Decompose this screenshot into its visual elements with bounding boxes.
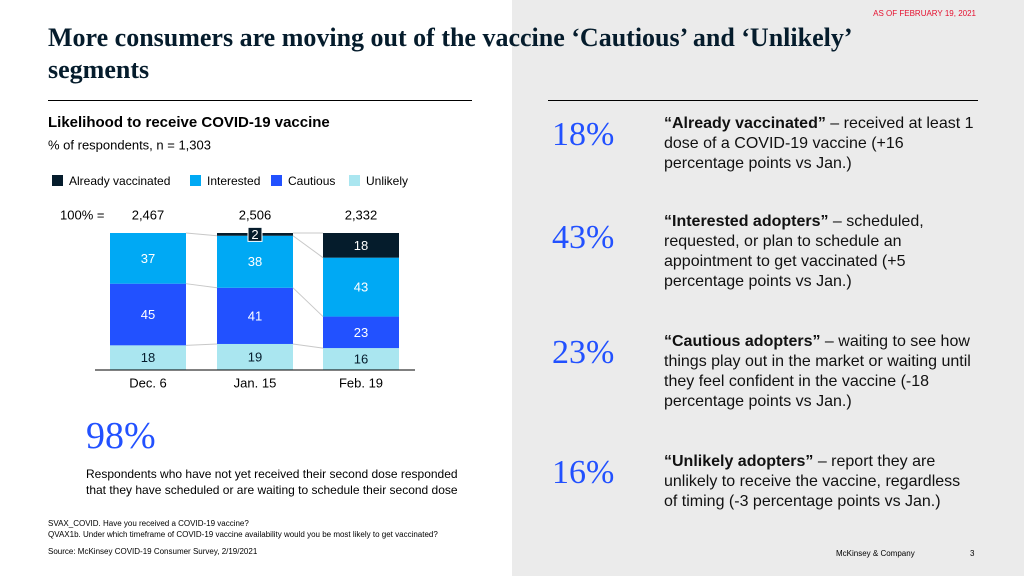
stat-label: “Interested adopters” xyxy=(664,213,829,230)
bar-segment xyxy=(323,316,399,349)
data-label: 38 xyxy=(248,254,262,269)
callout-value: 98% xyxy=(86,415,156,457)
rule xyxy=(548,100,978,101)
stat-value: 16% xyxy=(552,454,615,491)
data-label: 18 xyxy=(354,238,368,253)
stat-value: 43% xyxy=(552,219,615,256)
connector xyxy=(185,343,218,346)
legend-swatch xyxy=(349,175,360,186)
connector xyxy=(185,283,218,289)
total-label: 2,467 xyxy=(132,207,165,222)
stat-value: 23% xyxy=(552,334,615,371)
x-tick-label: Feb. 19 xyxy=(339,375,383,390)
total-prefix: 100% = xyxy=(60,207,104,222)
stat-text: “Cautious adopters” – waiting to see how… xyxy=(664,332,974,412)
data-label: 18 xyxy=(141,350,155,365)
stat-text: “Interested adopters” – scheduled, reque… xyxy=(664,212,974,292)
data-label: 45 xyxy=(141,307,155,322)
chart-subtitle: % of respondents, n = 1,303 xyxy=(48,137,211,152)
as-of: AS OF FEBRUARY 19, 2021 xyxy=(873,9,976,18)
stat-description: – report they are unlikely to receive th… xyxy=(664,453,961,510)
chart: Likelihood to receive COVID-19 vaccine %… xyxy=(48,114,415,390)
bar-segment xyxy=(110,283,186,346)
legend-label: Unlikely xyxy=(366,174,408,188)
legend-label: Cautious xyxy=(288,174,335,188)
legend-swatch xyxy=(52,175,63,186)
stat-text: “Unlikely adopters” – report they are un… xyxy=(664,452,974,512)
data-label: 2 xyxy=(251,227,258,242)
callout-line: Respondents who have not yet received th… xyxy=(86,467,458,481)
data-label: 41 xyxy=(248,308,262,323)
stat-label: “Already vaccinated” xyxy=(664,115,826,132)
footnote: SVAX_COVID. Have you received a COVID-19… xyxy=(48,519,249,528)
total-label: 2,506 xyxy=(239,207,272,222)
data-label: 19 xyxy=(248,349,262,364)
page-number: 3 xyxy=(970,549,975,558)
stat-description: – scheduled, requested, or plan to sched… xyxy=(664,213,924,290)
legend-swatch xyxy=(271,175,282,186)
data-label: 16 xyxy=(354,351,368,366)
data-label: 43 xyxy=(354,280,368,295)
footnote: QVAX1b. Under which timeframe of COVID-1… xyxy=(48,530,438,539)
callout-line: that they have scheduled or are waiting … xyxy=(86,483,458,497)
rule xyxy=(48,100,472,101)
stat-value: 18% xyxy=(552,116,615,153)
gray-panel xyxy=(512,0,1024,576)
bar-segment xyxy=(323,257,399,317)
bar-segment xyxy=(217,343,293,370)
legend-label: Interested xyxy=(207,174,260,188)
bar-segment xyxy=(323,233,399,258)
label-badge xyxy=(247,226,263,242)
source: Source: McKinsey COVID-19 Consumer Surve… xyxy=(48,547,258,556)
legend-swatch xyxy=(190,175,201,186)
connector xyxy=(292,343,324,349)
data-label: 37 xyxy=(141,251,155,266)
total-label: 2,332 xyxy=(345,207,378,222)
bar-segment xyxy=(110,233,186,284)
bar-segment xyxy=(110,345,186,370)
bar-segment xyxy=(323,348,399,370)
callout-text: Respondents who have not yet received th… xyxy=(86,466,458,498)
x-tick-label: Jan. 15 xyxy=(234,375,277,390)
connector xyxy=(292,235,324,259)
data-label: 23 xyxy=(354,325,368,340)
stat-description: – received at least 1 dose of a COVID-19… xyxy=(664,115,974,172)
stat-label: “Unlikely adopters” xyxy=(664,453,814,470)
company: McKinsey & Company xyxy=(836,549,915,558)
bar-segment xyxy=(217,235,293,288)
x-tick-label: Dec. 6 xyxy=(129,375,167,390)
stat-description: – waiting to see how things play out in … xyxy=(664,333,971,410)
connector xyxy=(185,232,218,237)
connector xyxy=(292,287,324,317)
slide-title: More consumers are moving out of the vac… xyxy=(48,23,851,84)
chart-title: Likelihood to receive COVID-19 vaccine xyxy=(48,114,330,131)
stat-text: “Already vaccinated” – received at least… xyxy=(664,114,974,174)
stat-label: “Cautious adopters” xyxy=(664,333,821,350)
bar-segment xyxy=(217,287,293,344)
footnotes: SVAX_COVID. Have you received a COVID-19… xyxy=(48,518,438,540)
legend-label: Already vaccinated xyxy=(69,174,170,188)
